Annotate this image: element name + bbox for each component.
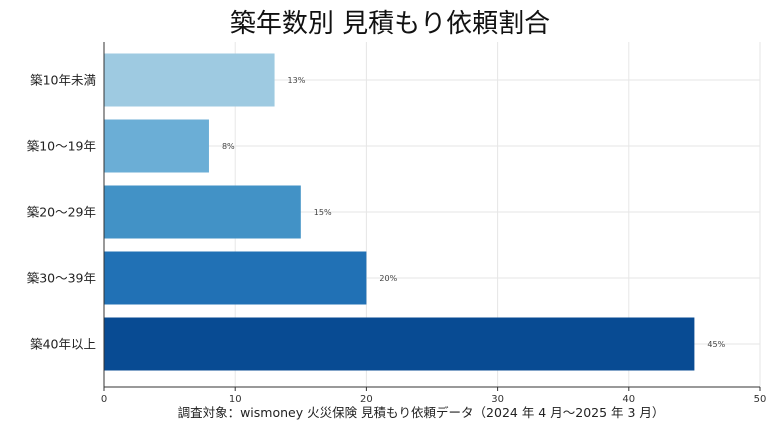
data-label: 45% [707, 340, 725, 349]
bar [104, 185, 301, 239]
x-tick-label: 10 [229, 394, 242, 405]
x-tick-label: 30 [491, 394, 504, 405]
x-tick-label: 0 [101, 394, 107, 405]
category-label: 築20〜29年 [27, 205, 96, 220]
chart-title: 築年数別 見積もり依頼割合 [230, 9, 550, 39]
data-label: 15% [314, 208, 332, 217]
bars [104, 53, 695, 371]
x-axis-label: 調査対象：wismoney 火災保険 見積もり依頼データ（2024 年 4 月〜… [178, 405, 665, 420]
data-label: 13% [288, 76, 306, 85]
category-label: 築10年未満 [30, 73, 96, 88]
x-tick-label: 20 [360, 394, 373, 405]
category-label: 築30〜39年 [27, 271, 96, 286]
x-tick-label: 50 [754, 394, 767, 405]
bar [104, 119, 209, 173]
x-tick-labels: 0 10 20 30 40 50 [101, 394, 767, 405]
axes [103, 42, 761, 391]
category-label: 築10〜19年 [27, 139, 96, 154]
data-label: 20% [379, 274, 397, 283]
data-label: 8% [222, 142, 235, 151]
value-labels: 13% 8% 15% 20% 45% [222, 76, 726, 349]
category-label: 築40年以上 [30, 337, 96, 352]
bar [104, 251, 367, 305]
x-tick-label: 40 [622, 394, 635, 405]
bar [104, 317, 695, 371]
bar [104, 53, 275, 107]
